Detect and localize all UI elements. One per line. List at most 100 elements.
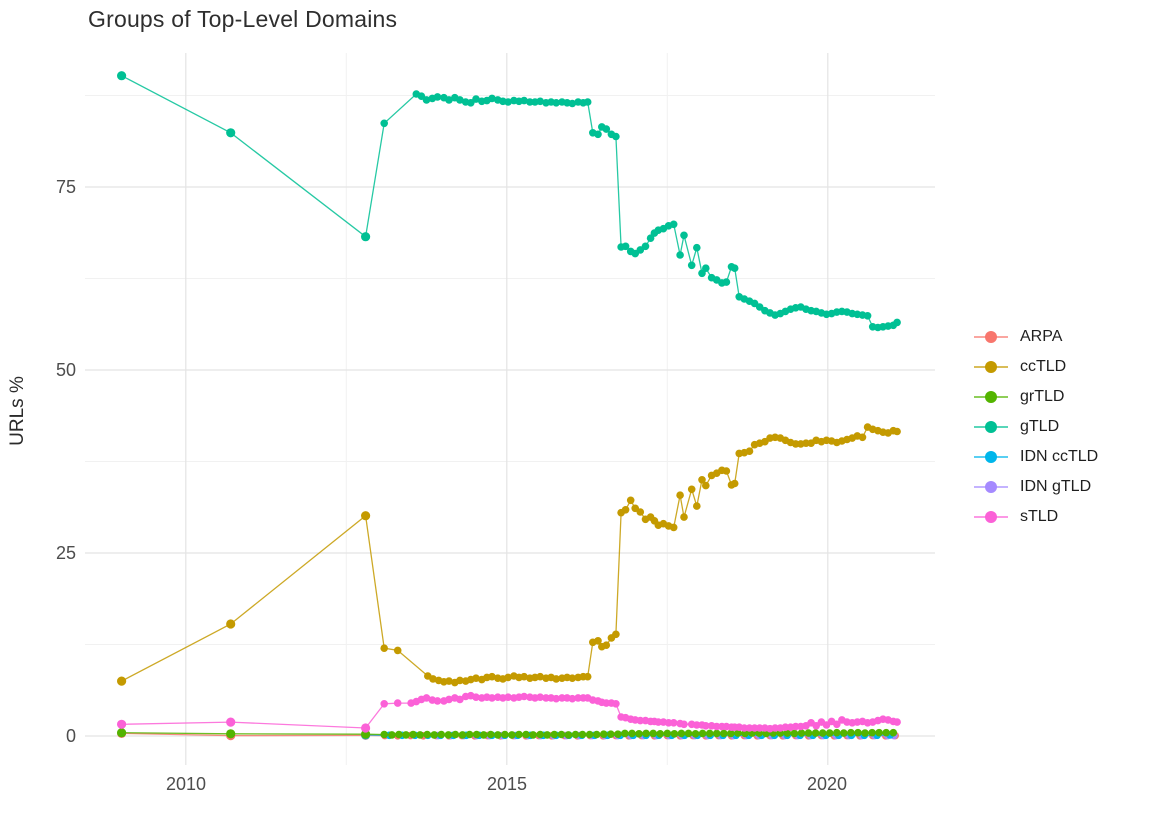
series-gtld-point	[504, 98, 512, 106]
x-tick-2020: 2020	[806, 774, 848, 794]
series-gtld-point	[893, 318, 901, 327]
legend-item-cctld: ccTLD	[974, 352, 1098, 382]
series-grtld-point	[515, 730, 523, 739]
series-gtld-point	[693, 243, 701, 252]
legend-key-icon	[974, 360, 1008, 374]
series-gtld-point	[730, 264, 739, 273]
series-grtld-point	[712, 729, 721, 738]
y-tick-50: 50	[55, 360, 76, 380]
series-cctld-point	[594, 637, 602, 645]
series-cctld-point	[361, 511, 371, 521]
series-grtld-point	[592, 730, 601, 739]
legend-key-icon	[974, 420, 1008, 434]
series-cctld-point	[745, 447, 754, 456]
series-cctld-point	[504, 673, 512, 682]
series-grtld-point	[458, 731, 467, 739]
series-stld-point	[536, 693, 544, 701]
series-cctld-point	[676, 491, 684, 500]
legend-label: IDN gTLD	[1020, 478, 1092, 495]
legend-label: gTLD	[1020, 418, 1060, 435]
series-cctld-point	[226, 619, 236, 629]
x-tick-2015: 2015	[486, 774, 528, 794]
series-gtld-point	[445, 96, 453, 104]
series-cctld-point	[117, 676, 127, 686]
series-stld-point	[693, 721, 701, 729]
series-grtld-point	[889, 728, 898, 737]
series-stld-point	[422, 694, 431, 702]
series-gtld-point	[536, 97, 544, 106]
series-gtld-point	[433, 93, 442, 101]
series-cctld-point	[680, 513, 688, 521]
series-cctld-point	[698, 476, 706, 484]
series-stld-point	[520, 692, 528, 701]
series-grtld-point	[684, 729, 693, 738]
series-grtld-point	[550, 730, 559, 739]
series-cctld-point	[520, 672, 528, 681]
series-grtld-point	[727, 729, 735, 738]
series-stld-point	[781, 723, 790, 731]
series-cctld-point	[445, 677, 453, 685]
series-gtld-point	[472, 95, 480, 103]
series-grtld-point	[465, 730, 474, 739]
series-stld-point	[893, 718, 901, 726]
series-gtld-point	[669, 220, 678, 229]
series-stld-point	[755, 724, 764, 732]
series-grtld-point	[529, 731, 537, 739]
series-grtld-point	[875, 728, 883, 737]
series-cctld-point	[621, 506, 630, 514]
series-gtld-point	[488, 94, 496, 103]
series-grtld-point	[508, 731, 516, 739]
series-grtld-point	[833, 728, 841, 737]
series-grtld-point	[388, 731, 396, 739]
series-gtld-point	[641, 242, 650, 251]
series-grtld-point	[840, 729, 848, 737]
series-cctld-point	[429, 675, 437, 683]
series-stld-point	[504, 693, 512, 701]
chart-title: Groups of Top-Level Domains	[88, 6, 398, 32]
series-grtld-point	[117, 728, 127, 738]
series-stld-point	[712, 722, 721, 731]
series-cctld-point	[702, 481, 710, 490]
series-stld-point	[226, 717, 236, 727]
y-tick-75: 75	[55, 177, 76, 197]
series-gtld-point	[612, 132, 620, 141]
series-gtld-point	[680, 231, 688, 240]
series-grtld-point	[677, 729, 686, 738]
series-stld-point	[393, 699, 402, 707]
series-stld-point	[612, 700, 620, 708]
series-grtld-point	[430, 731, 439, 739]
series-grtld-point	[226, 729, 236, 739]
series-grtld-point	[818, 729, 827, 737]
series-grtld-point	[395, 730, 403, 739]
series-gtld-point	[361, 232, 371, 242]
series-cctld-point	[858, 433, 867, 442]
series-gtld-point	[380, 119, 389, 128]
legend-label: ccTLD	[1020, 358, 1067, 375]
series-grtld-point	[628, 729, 636, 738]
series-grtld-point	[621, 729, 629, 738]
series-grtld-point	[380, 730, 389, 739]
series-stld-point	[702, 722, 710, 730]
legend-label: sTLD	[1020, 508, 1059, 525]
series-stld-point	[771, 724, 779, 732]
series-grtld-point	[825, 729, 834, 737]
series-cctld-point	[602, 641, 611, 649]
series-grtld-point	[635, 730, 643, 738]
series-grtld-point	[642, 729, 650, 738]
series-gtld-point	[687, 261, 696, 270]
series-cctld-point	[380, 644, 389, 652]
series-stld-point	[361, 723, 371, 733]
legend-label: grTLD	[1020, 388, 1065, 405]
series-stld-point	[445, 695, 453, 704]
series-gtld-point	[226, 128, 236, 138]
series-stld-point	[117, 719, 127, 729]
series-cctld-point	[552, 675, 560, 683]
series-grtld-point	[720, 729, 728, 738]
series-gtld-point	[552, 99, 560, 107]
series-grtld-point	[599, 730, 608, 738]
series-stld-point	[636, 716, 645, 725]
legend-key-icon	[974, 330, 1008, 344]
legend: ARPA ccTLD grTLD gTLD IDN ccTLD IDN gTLD…	[974, 322, 1098, 532]
series-stld-point	[472, 693, 480, 701]
